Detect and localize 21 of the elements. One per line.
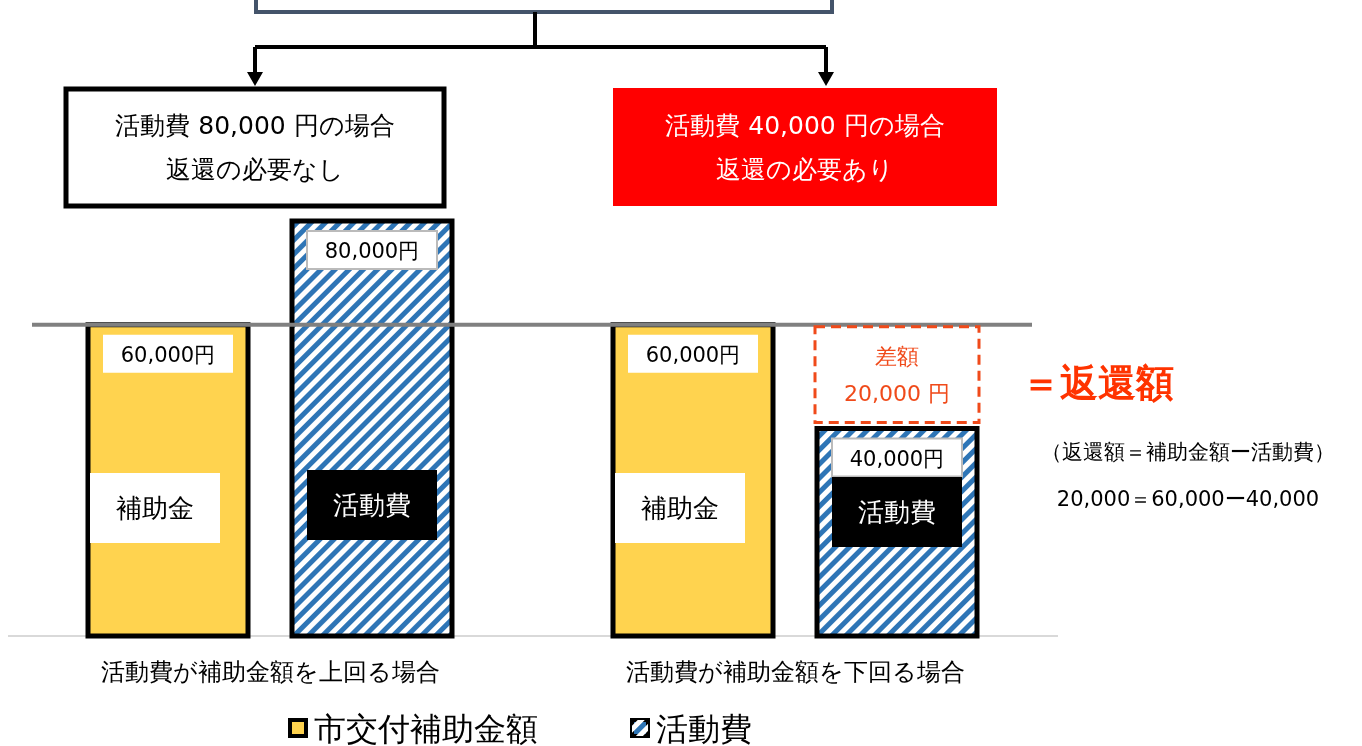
legend-label: 市交付補助金額 xyxy=(314,710,538,746)
annotation: （返還額＝補助金額ー活動費） xyxy=(1041,440,1335,464)
text: 返還の必要なし xyxy=(166,154,344,184)
x-tick-label: 活動費が補助金額を上回る場合 xyxy=(100,658,440,686)
text: 活動費 40,000 円の場合 xyxy=(665,110,945,140)
annotation: 補助金 xyxy=(641,493,719,523)
data-label: 80,000円 xyxy=(324,239,420,263)
annotation: 20,000 円 xyxy=(844,381,950,407)
text: 返還の必要あり xyxy=(716,154,894,184)
data-label: 60,000円 xyxy=(120,342,216,367)
annotation: 活動費 xyxy=(333,490,411,520)
text: 20,000＝60,000ー40,000 xyxy=(1056,487,1320,511)
annotation: 補助金 xyxy=(116,493,194,523)
annotation: 差額 xyxy=(875,344,919,370)
annotation: 活動費 xyxy=(858,497,936,527)
text: 活動費 80,000 円の場合 xyxy=(115,110,395,140)
legend-label: 活動費 xyxy=(656,710,752,746)
annotation: ＝返還額 xyxy=(1022,361,1174,405)
x-tick-label: 活動費が補助金額を下回る場合 xyxy=(625,658,965,686)
data-label: 60,000円 xyxy=(645,342,741,367)
data-label: 40,000円 xyxy=(849,446,945,471)
